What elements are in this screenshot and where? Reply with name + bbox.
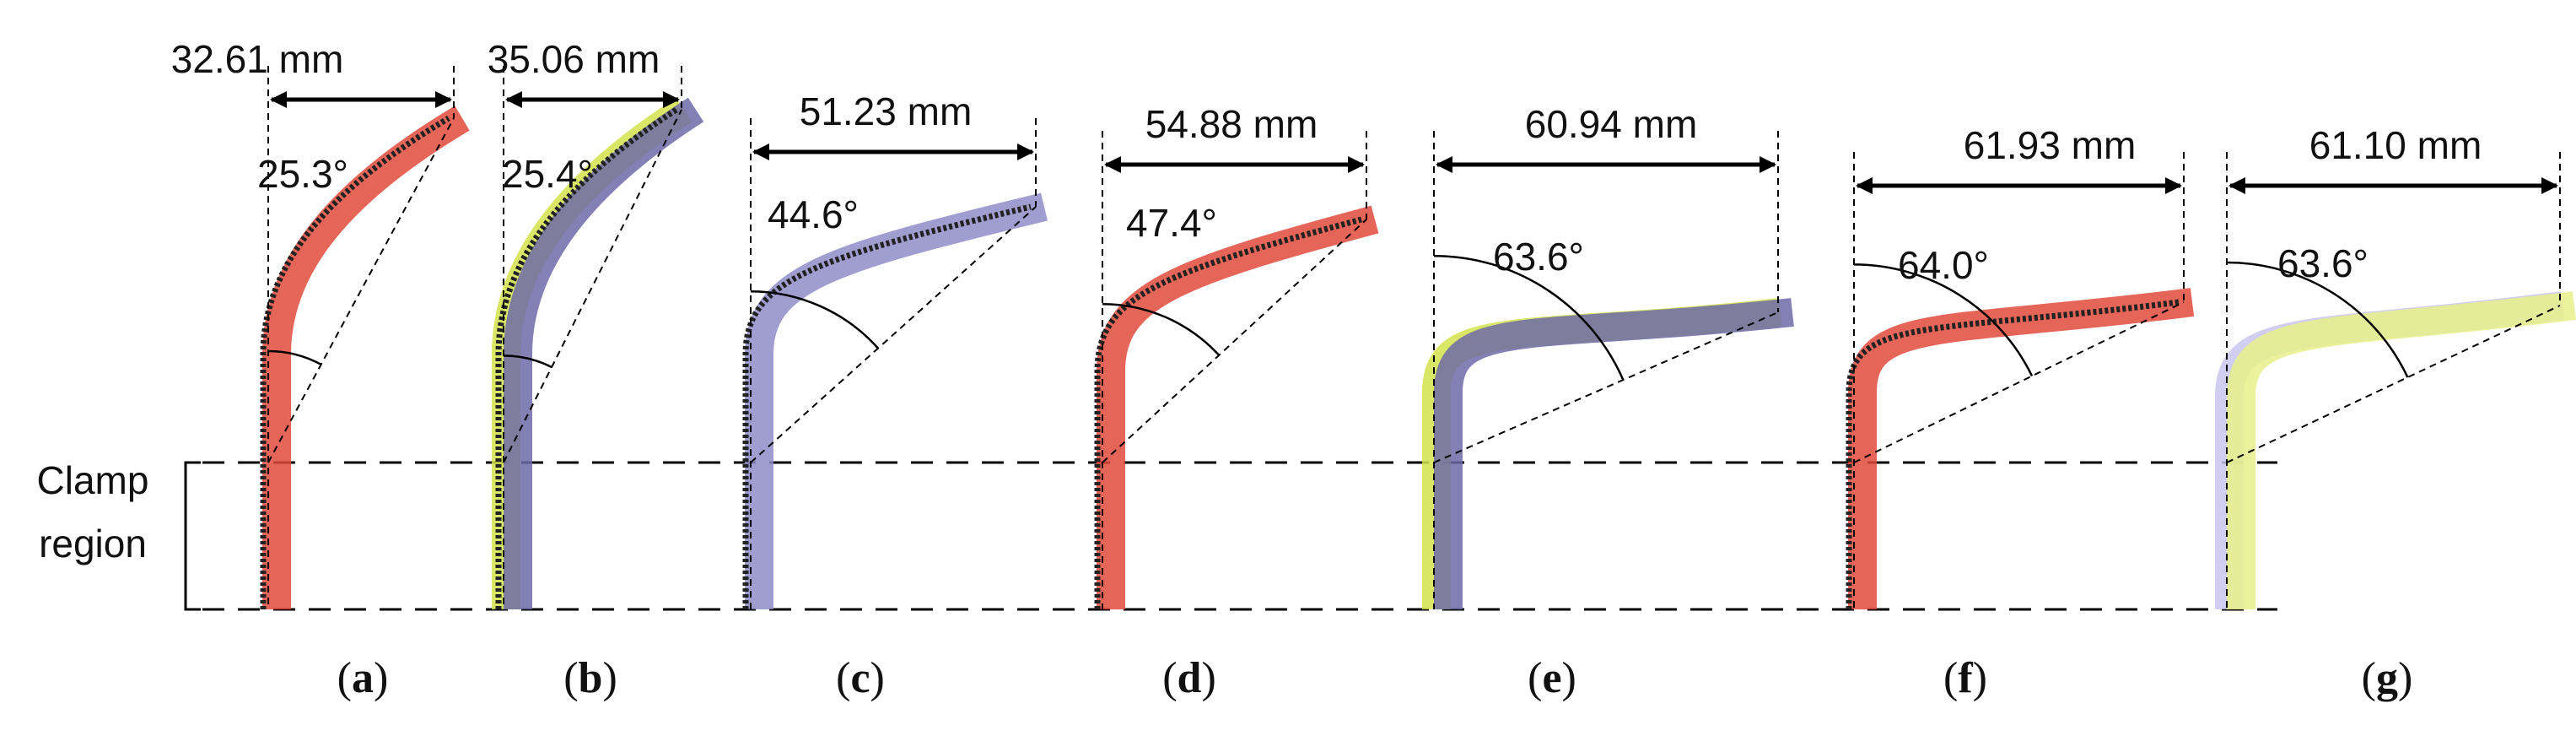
caption-letter: e [1542, 654, 1561, 702]
caption-letter: a [352, 654, 374, 702]
chord-line [1853, 301, 2185, 463]
dimension-label: 54.88 mm [1145, 102, 1318, 146]
caption-paren-close: ) [870, 654, 885, 702]
panel-d: 54.88 mm 47.4° (d) [1094, 102, 1379, 702]
caption-paren-open: ( [836, 654, 850, 702]
caption-letter: b [579, 654, 603, 702]
angle-label: 63.6° [2277, 241, 2369, 285]
panel-b: 35.06 mm 25.4° (b) [488, 37, 704, 702]
angle-arc [1102, 302, 1221, 356]
angle-arc [2226, 261, 2409, 378]
caption-paren-close: ) [374, 654, 388, 702]
chord-line [2226, 305, 2561, 463]
panel-caption: (c) [836, 654, 885, 702]
caption-paren-open: ( [1162, 654, 1177, 702]
panel-caption: (b) [563, 654, 617, 702]
panel-caption: (g) [2362, 654, 2413, 702]
caption-letter: c [850, 654, 870, 702]
angle-label: 64.0° [1898, 243, 1989, 287]
chord-line [1102, 219, 1367, 463]
caption-letter: g [2376, 654, 2398, 702]
beam-strip [745, 192, 1048, 609]
angle-arc [503, 354, 552, 369]
angle-arc [750, 290, 879, 349]
panel-c: 51.23 mm 44.6° (c) [742, 89, 1048, 702]
beam-strip [1422, 298, 1782, 609]
angle-label: 25.3° [257, 152, 348, 196]
angle-label: 25.4° [502, 152, 593, 196]
beam-strip [1848, 288, 2195, 609]
tracer-line [1846, 299, 2180, 609]
clamp-label-line2: region [39, 522, 147, 566]
dimension-label: 60.94 mm [1525, 102, 1698, 146]
angle-label: 47.4° [1126, 201, 1217, 245]
panel-f: 61.93 mm 64.0° (f) [1846, 123, 2195, 702]
caption-paren-close: ) [1201, 654, 1215, 702]
dimension-label: 51.23 mm [800, 89, 973, 133]
clamp-label-line1: Clamp [37, 458, 149, 502]
caption-letter: d [1178, 654, 1202, 702]
panel-g: 61.10 mm 63.6° (g) [2215, 123, 2576, 702]
tracer-line [260, 115, 450, 609]
chord-line [1433, 311, 1779, 463]
panel-caption: (d) [1162, 654, 1216, 702]
clamp-bracket [184, 461, 201, 611]
caption-paren-open: ( [563, 654, 578, 702]
dimension-label: 61.10 mm [2309, 123, 2482, 167]
beam-strip [262, 106, 470, 609]
caption-paren-close: ) [1973, 654, 1987, 702]
angle-label: 63.6° [1493, 235, 1584, 279]
angle-arc [267, 349, 322, 365]
panel-a: 32.61 mm 25.3° (a) [171, 37, 470, 702]
beam-strip [1097, 205, 1379, 609]
caption-paren-open: ( [337, 654, 352, 702]
caption-paren-open: ( [1528, 654, 1542, 702]
dimension-label: 32.61 mm [171, 37, 344, 81]
panel-e: 60.94 mm 63.6° (e) [1422, 102, 1794, 702]
tracer-line [742, 203, 1032, 609]
caption-paren-close: ) [1562, 654, 1576, 702]
chord-line [750, 206, 1037, 463]
angle-arc [1433, 254, 1625, 381]
panel-caption: (a) [337, 654, 389, 702]
angle-label: 44.6° [768, 192, 859, 236]
angle-arc [1853, 263, 2034, 377]
beam-strip [1434, 298, 1794, 609]
caption-paren-close: ) [2398, 654, 2412, 702]
beam-strip [504, 97, 704, 609]
tracer-line [495, 107, 678, 609]
caption-paren-open: ( [2362, 654, 2376, 702]
panel-caption: (f) [1943, 654, 1987, 702]
caption-letter: f [1958, 654, 1973, 702]
dimension-label: 61.93 mm [1964, 123, 2137, 167]
tracer-line [1094, 216, 1362, 609]
caption-paren-close: ) [602, 654, 617, 702]
beam-strip [2227, 291, 2576, 609]
chord-line [267, 117, 455, 463]
dimension-label: 35.06 mm [488, 37, 660, 81]
caption-paren-open: ( [1943, 654, 1958, 702]
panel-caption: (e) [1528, 654, 1576, 702]
